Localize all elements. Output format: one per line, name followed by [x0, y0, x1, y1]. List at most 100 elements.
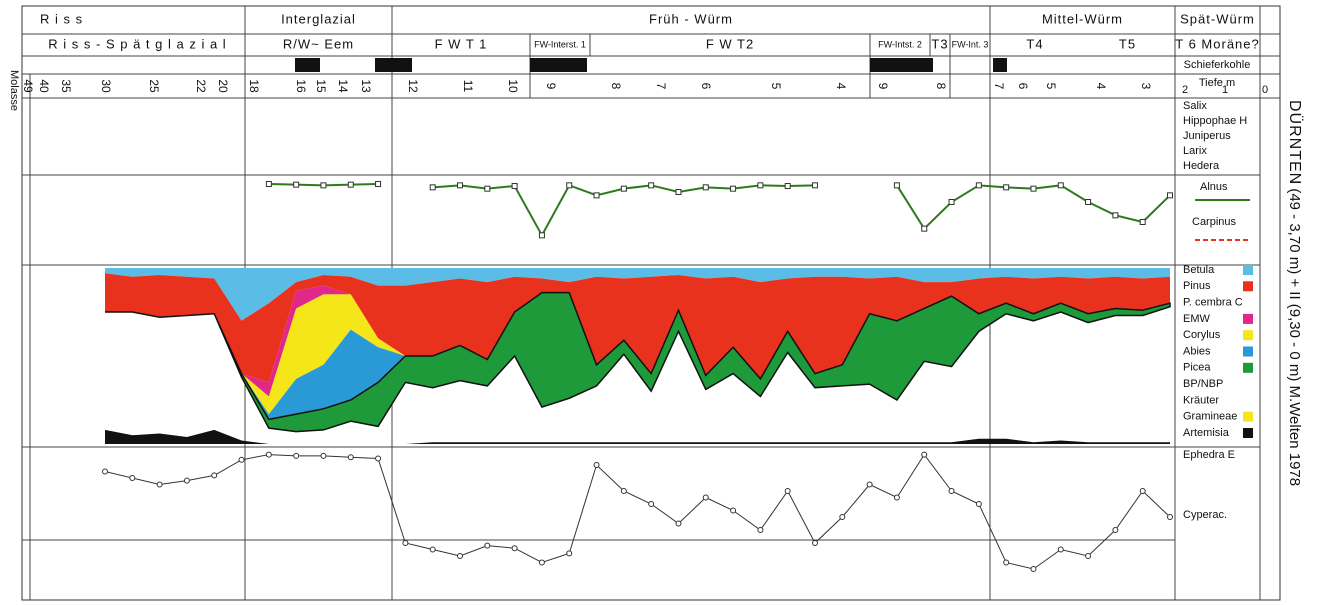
alnus-line-point	[1003, 184, 1010, 191]
cyperac-line-point	[921, 451, 928, 458]
cyperac-line-point	[893, 494, 900, 501]
legend-swatch	[1243, 281, 1253, 292]
alnus-line-point	[265, 181, 272, 187]
subzone-label: FW-Int. 3	[952, 39, 989, 49]
depth-scale: 2	[1182, 84, 1188, 96]
pollen-area	[105, 268, 1170, 321]
alnus-line-point	[1139, 219, 1146, 225]
alnus-line-point	[648, 182, 655, 189]
legend-swatch	[1243, 411, 1253, 422]
legend-label: Artemisia	[1183, 427, 1230, 439]
depth-label: 8	[934, 83, 948, 90]
cyperac-line-point	[566, 550, 573, 557]
subzone-label: R i s s - S p ä t g l a z i a l	[48, 36, 226, 51]
legend-label: Picea	[1183, 362, 1211, 374]
depth-label: 7	[654, 83, 668, 90]
cyperac-line-point	[730, 507, 737, 514]
zone-label: Früh - Würm	[649, 11, 733, 26]
cyperac-line-point	[347, 454, 354, 461]
depth-label: 7	[992, 83, 1006, 90]
legend-swatch	[1243, 313, 1253, 324]
depth-label: 40	[37, 79, 51, 93]
depth-label: 25	[147, 79, 161, 93]
artemisia-area	[105, 429, 1170, 444]
depth-label: 10	[506, 79, 520, 93]
legend-label: Alnus	[1200, 181, 1228, 193]
legend-label: Salix	[1183, 100, 1207, 112]
alnus-line	[896, 184, 1171, 231]
subzone-label: F W T 1	[435, 36, 488, 51]
cyperac-line-point	[757, 527, 764, 533]
depth-label: 8	[609, 83, 623, 90]
depth-label: 13	[359, 79, 373, 93]
legend-label: Abies	[1183, 345, 1211, 357]
depth-label: 9	[544, 83, 558, 90]
depth-label: 35	[59, 79, 73, 93]
depth-label: 22	[194, 79, 208, 93]
zone-label: R i s s	[40, 11, 83, 26]
legend-swatch	[1243, 428, 1253, 438]
cyperac-line-point	[620, 488, 627, 494]
alnus-line-point	[457, 182, 463, 189]
legend-label: Betula	[1183, 264, 1215, 276]
alnus-line-point	[702, 184, 709, 191]
legend-label: Larix	[1183, 145, 1207, 157]
alnus-line-point	[375, 181, 382, 187]
alnus-line-point	[784, 183, 791, 189]
alnus-line-point	[757, 182, 764, 189]
zone-label: Spät-Würm	[1180, 11, 1255, 26]
cyperac-line-point	[375, 455, 382, 462]
depth-label: 4	[1094, 83, 1108, 90]
pollen-area	[105, 291, 1171, 433]
legend-label: P. cembra C	[1183, 297, 1243, 309]
cyperac-line-point	[1030, 566, 1037, 572]
alnus-line-point	[1085, 199, 1092, 205]
cyperac-line-point	[1057, 546, 1064, 553]
alnus-line-point	[347, 181, 354, 188]
cyperac-line-point	[511, 545, 518, 552]
cyperac-line-point	[402, 540, 409, 546]
coal-bars	[295, 58, 1007, 72]
cyperac-line-point	[129, 475, 136, 481]
alnus-line-point	[730, 185, 737, 192]
cyperac-line-point	[211, 472, 218, 479]
depth-label: 12	[406, 79, 420, 93]
legend-swatch	[1243, 330, 1253, 341]
cyperac-line-point	[784, 488, 791, 494]
cyperac-line-point	[293, 452, 300, 459]
depth-label: 11	[461, 80, 475, 93]
legend-label: Corylus	[1183, 329, 1221, 341]
cyperac-line-point	[1167, 514, 1173, 520]
alnus-line-point	[566, 182, 573, 189]
legend-swatch	[1243, 346, 1253, 357]
depth-label: 14	[336, 79, 350, 93]
cyperac-line-point	[156, 481, 163, 488]
alnus-line-point	[593, 192, 600, 199]
legend-label: Carpinus	[1192, 216, 1237, 228]
cyperac-line-point	[183, 477, 190, 484]
cyperac-line-point	[238, 456, 245, 463]
alnus-line-point	[893, 182, 900, 189]
depth-label: 16	[294, 79, 308, 93]
cyperac-line-point	[702, 494, 709, 501]
site: DÜRNTEN	[1286, 100, 1304, 185]
row-label: Tiefe m	[1199, 77, 1235, 89]
alnus-line	[432, 184, 816, 238]
alnus-line-point	[812, 182, 818, 189]
depth-label: 5	[769, 83, 783, 90]
depth-label: 9	[876, 83, 890, 90]
row-label: Schieferkohle	[1184, 59, 1251, 71]
cyperac-line-point	[1085, 553, 1092, 559]
alnus-line-point	[620, 185, 627, 192]
depth-label: 6	[699, 83, 713, 90]
zone-label: Mittel-Würm	[1042, 11, 1123, 26]
legend-label: Hedera	[1183, 160, 1220, 172]
cyperac-line	[104, 453, 1171, 570]
pollen-area	[105, 273, 1170, 383]
subzone-label: FW-Intst. 2	[878, 39, 922, 49]
subzone-label: T 6 Moräne?	[1175, 36, 1259, 51]
depth-label: 15	[314, 79, 328, 93]
cyperac-line-point	[675, 520, 682, 527]
depth-label: 3	[1139, 83, 1153, 90]
subzone-label: T4	[1026, 36, 1043, 51]
